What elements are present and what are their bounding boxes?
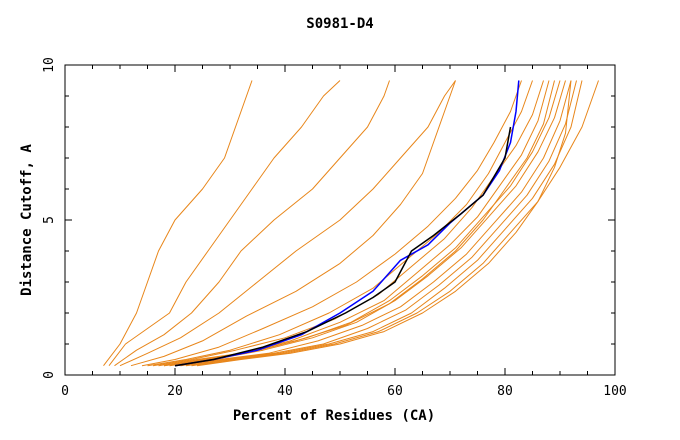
y-tick-label: 0 [42,371,57,379]
highlight-series-line-2 [174,126,512,367]
highlight-series-line-1 [174,80,520,367]
x-tick-label: 60 [387,384,403,399]
y-tick-label: 5 [42,216,57,224]
y-tick-label: 10 [42,57,57,73]
group-series-line-2 [108,80,341,367]
x-tick-label: 0 [61,384,69,399]
group-series-line-8 [152,80,544,367]
group-series-line-13 [174,80,572,367]
x-tick-label: 80 [497,384,513,399]
x-tick-label: 20 [167,384,183,399]
group-series-line-4 [119,80,456,367]
group-series-line-14 [180,80,577,367]
x-axis-label: Percent of Residues (CA) [233,408,435,424]
group-series-line-3 [114,80,390,367]
group-series-line-16 [191,80,599,367]
group-series-line-17 [196,80,572,367]
x-tick-label: 40 [277,384,293,399]
group-series-line-15 [185,80,583,367]
axis-ticks: 0 20 40 60 80 100 0 5 10 [42,57,627,399]
chart-title: S0981-D4 [306,16,373,32]
y-axis-label: Distance Cutoff, A [19,144,35,296]
group-series-line-6 [141,80,522,367]
group-series-line-5 [130,80,456,367]
plot-lines [103,80,599,367]
group-series-line-1 [103,80,253,367]
group-series-line-12 [169,80,566,367]
x-tick-label: 100 [603,384,626,399]
